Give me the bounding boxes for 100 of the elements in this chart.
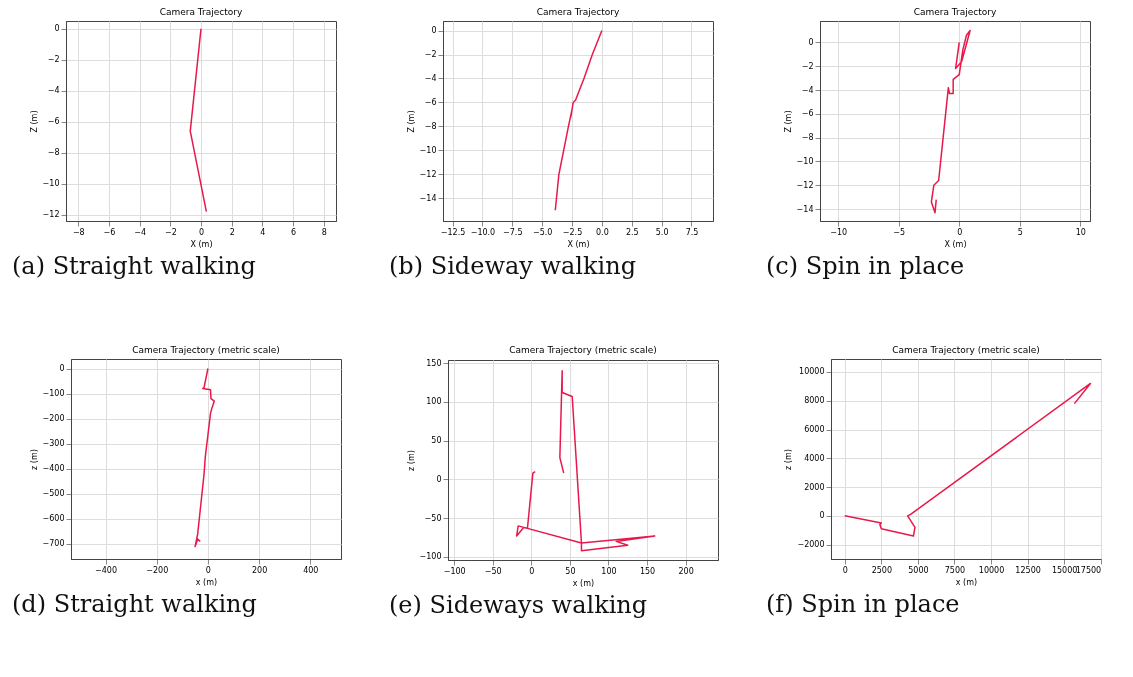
- y-tick-label: 0: [54, 24, 60, 34]
- line-series: [515, 370, 656, 552]
- line-series: [194, 367, 216, 548]
- y-tick-label: −12: [42, 210, 60, 220]
- y-tick-label: 2000: [804, 482, 825, 492]
- y-tick-label: 8000: [804, 396, 825, 406]
- text: (b) Sideway walking: [389, 252, 637, 280]
- x-tick-label: 400: [303, 565, 319, 575]
- x-tick-label: 2500: [871, 565, 892, 575]
- x-tick-label: 5.0: [655, 227, 669, 237]
- y-tick-label: −2: [47, 55, 60, 65]
- x-tick-label: 0: [842, 565, 848, 575]
- x-axis-title: x (m): [572, 578, 595, 588]
- y-tick-label: −8: [47, 148, 60, 158]
- y-tick-label: 0: [431, 26, 437, 36]
- x-tick-label: −2.5: [562, 227, 583, 237]
- x-tick-label: 2.5: [625, 227, 639, 237]
- x-tick-label: −100: [443, 566, 466, 576]
- y-tick-label: 150: [426, 358, 442, 368]
- y-tick-label: −4: [801, 85, 814, 95]
- x-tick-label: 200: [678, 566, 694, 576]
- y-tick-label: 100: [426, 397, 442, 407]
- x-tick-label: 7.5: [685, 227, 699, 237]
- y-tick-label: 4000: [804, 453, 825, 463]
- chart-title: Camera Trajectory (metric scale): [132, 345, 280, 355]
- y-tick-label: −14: [419, 193, 437, 203]
- y-tick-label: −300: [42, 439, 65, 449]
- y-tick-label: −10: [796, 156, 814, 166]
- y-tick-label: −100: [42, 389, 65, 399]
- y-tick-label: 0: [808, 37, 814, 47]
- y-tick-label: 10000: [799, 367, 825, 377]
- chart-title: Camera Trajectory (metric scale): [892, 345, 1040, 355]
- y-tick-label: −10: [42, 179, 60, 189]
- x-axis-title: x (m): [195, 577, 218, 587]
- text: (d) Straight walking: [12, 590, 258, 618]
- x-tick-label: −7.5: [503, 227, 523, 237]
- x-tick-label: −50: [484, 566, 502, 576]
- y-tick-label: 0: [59, 364, 65, 374]
- x-axis-title: X (m): [567, 239, 590, 249]
- y-tick-label: 50: [431, 436, 442, 446]
- line-series: [554, 29, 603, 211]
- text: (c) Spin in place: [766, 252, 966, 280]
- x-tick-label: 15000: [1051, 565, 1078, 575]
- y-tick-label: −14: [796, 204, 814, 214]
- y-axis-title: Z (m): [29, 110, 39, 133]
- chart-title: Camera Trajectory: [159, 7, 243, 17]
- line-series: [930, 29, 971, 214]
- x-tick-label: 7500: [944, 565, 966, 575]
- y-tick-label: −200: [42, 414, 65, 424]
- x-axis-title: x (m): [955, 577, 978, 587]
- y-tick-label: −4: [424, 73, 437, 83]
- x-tick-label: 200: [251, 565, 268, 575]
- y-tick-label: 0: [819, 511, 825, 521]
- y-tick-label: −100: [419, 552, 442, 562]
- x-tick-label: −6: [103, 227, 116, 237]
- y-tick-label: −12: [796, 180, 814, 190]
- y-axis-title: Z (m): [783, 110, 793, 133]
- y-tick-label: −6: [801, 109, 814, 119]
- x-tick-label: 0.0: [596, 227, 609, 237]
- x-tick-label: −2: [164, 227, 177, 237]
- text: (f) Spin in place: [766, 590, 961, 618]
- y-tick-label: −12: [419, 169, 437, 179]
- x-tick-label: 0: [957, 227, 963, 237]
- y-tick-label: −500: [42, 489, 65, 499]
- y-tick-label: −50: [424, 513, 442, 523]
- x-tick-label: −400: [95, 565, 118, 575]
- y-tick-label: −6: [424, 97, 437, 107]
- y-tick-label: −6: [47, 117, 60, 127]
- y-tick-label: −2000: [797, 540, 825, 550]
- chart-title: Camera Trajectory: [536, 7, 620, 17]
- text: (e) Sideways walking: [389, 591, 649, 619]
- x-tick-label: −200: [146, 565, 169, 575]
- x-tick-label: −5.0: [532, 227, 553, 237]
- y-tick-label: −8: [424, 121, 437, 131]
- x-tick-label: −10: [830, 227, 848, 237]
- x-tick-label: 5000: [908, 565, 929, 575]
- x-tick-label: 2: [229, 227, 235, 237]
- x-tick-label: 5: [1017, 227, 1023, 237]
- chart-title: Camera Trajectory (metric scale): [509, 345, 657, 356]
- x-tick-label: 0: [529, 566, 535, 576]
- x-tick-label: 50: [565, 566, 576, 576]
- x-tick-label: −8: [72, 227, 85, 237]
- x-tick-label: 0: [198, 227, 205, 237]
- x-tick-label: 150: [639, 566, 656, 576]
- x-tick-label: 6: [291, 227, 297, 237]
- x-tick-label: 10: [1075, 227, 1086, 237]
- y-axis-title: z (m): [784, 449, 794, 470]
- x-tick-label: 12500: [1015, 565, 1041, 575]
- x-tick-label: −10.0: [470, 227, 496, 237]
- y-tick-label: −400: [42, 464, 65, 474]
- y-tick-label: −8: [801, 133, 814, 143]
- y-tick-label: −2: [424, 50, 437, 60]
- y-tick-label: 6000: [804, 425, 825, 434]
- x-tick-label: −5: [893, 227, 906, 237]
- x-tick-label: 8: [321, 227, 327, 237]
- x-tick-label: 0: [205, 565, 211, 575]
- x-tick-label: −4: [134, 227, 147, 237]
- y-tick-label: −10: [419, 145, 437, 155]
- x-tick-label: 10000: [978, 565, 1005, 575]
- y-tick-label: 0: [436, 474, 442, 484]
